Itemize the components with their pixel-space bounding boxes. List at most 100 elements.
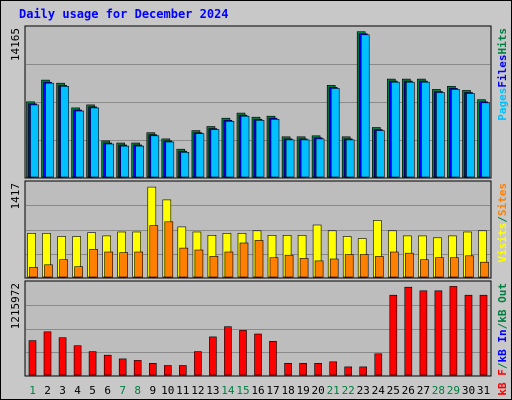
bar-kbytes-f-day-24 (374, 353, 383, 376)
legend-entry: Sites (496, 183, 509, 216)
bar-pages-day-17 (270, 119, 280, 178)
day-label-20: 20 (311, 384, 324, 397)
day-label-8: 8 (134, 384, 141, 397)
bar-sites-day-13 (209, 256, 219, 278)
bar-sites-day-30 (465, 255, 474, 278)
day-label-18: 18 (281, 384, 294, 397)
bar-sites-day-19 (299, 258, 309, 278)
bar-kbytes-f-day-3 (58, 337, 67, 376)
bar-sites-day-16 (254, 240, 264, 278)
bar-sites-day-26 (404, 252, 414, 278)
day-label-5: 5 (89, 384, 96, 397)
bar-pages-day-26 (405, 81, 415, 178)
bar-sites-day-23 (359, 254, 369, 278)
bar-sites-day-9 (149, 225, 159, 278)
bar-kbytes-f-day-22 (344, 366, 353, 376)
bar-kbytes-f-day-14 (224, 326, 232, 376)
bar-pages-day-7 (120, 145, 129, 178)
day-label-29: 29 (447, 384, 460, 397)
y-max-label: 1417 (9, 183, 22, 210)
day-label-15: 15 (236, 384, 249, 397)
day-label-3: 3 (59, 384, 66, 397)
bar-pages-day-2 (45, 82, 54, 178)
day-label-19: 19 (296, 384, 309, 397)
bar-pages-day-14 (225, 121, 235, 178)
bar-pages-day-28 (436, 92, 445, 178)
legend-entry: Hits (496, 28, 509, 55)
legend-entry: / (496, 362, 509, 369)
bar-pages-day-27 (421, 81, 430, 178)
y-max-label: 14165 (9, 28, 22, 61)
bar-pages-day-12 (195, 133, 205, 178)
legend-entry: Pages (496, 88, 509, 121)
day-label-24: 24 (372, 384, 386, 397)
bar-pages-day-18 (285, 139, 295, 178)
bar-kbytes-f-day-6 (103, 354, 112, 376)
bar-kbytes-f-day-8 (133, 360, 142, 376)
day-label-28: 28 (432, 384, 445, 397)
y-max-label: 1215972 (9, 283, 22, 329)
bar-kbytes-f-day-4 (73, 345, 82, 376)
bar-sites-day-24 (374, 256, 384, 278)
legend-kbytes: kB F/kB In/kB Out (496, 283, 509, 396)
bar-sites-day-27 (420, 259, 429, 278)
bar-pages-day-13 (210, 129, 220, 178)
bar-kbytes-f-day-19 (299, 362, 307, 376)
bar-pages-day-8 (135, 145, 144, 178)
bar-sites-day-25 (389, 251, 399, 278)
bar-sites-day-3 (59, 259, 68, 278)
legend-entry: Files (496, 55, 509, 88)
day-label-30: 30 (462, 384, 475, 397)
day-label-11: 11 (176, 384, 189, 397)
bar-kbytes-f-day-13 (209, 336, 217, 376)
day-label-12: 12 (191, 384, 204, 397)
bar-pages-day-29 (451, 89, 460, 178)
bar-sites-day-29 (450, 257, 459, 278)
bar-kbytes-f-day-16 (254, 333, 262, 376)
bar-pages-day-22 (345, 139, 355, 178)
bar-sites-day-21 (329, 258, 339, 278)
bar-kbytes-f-day-7 (118, 358, 127, 376)
bar-pages-day-1 (30, 104, 39, 178)
legend-hits-files-pages: PagesFilesHits (496, 28, 509, 121)
bar-sites-day-5 (89, 249, 98, 278)
day-label-14: 14 (221, 384, 235, 397)
bar-pages-day-4 (75, 110, 84, 178)
legend-entry: kB In (496, 329, 509, 362)
bar-pages-day-30 (466, 93, 475, 178)
bar-sites-day-15 (239, 242, 249, 278)
bar-pages-day-6 (105, 143, 114, 178)
day-label-4: 4 (74, 384, 81, 397)
bar-kbytes-f-day-11 (179, 365, 187, 376)
day-label-2: 2 (44, 384, 51, 397)
bar-kbytes-f-day-12 (194, 351, 202, 376)
bar-kbytes-f-day-2 (43, 331, 52, 376)
bar-sites-day-22 (344, 254, 354, 278)
bar-pages-day-3 (60, 86, 69, 178)
day-label-7: 7 (119, 384, 126, 397)
day-label-27: 27 (417, 384, 430, 397)
bar-kbytes-f-day-27 (419, 290, 428, 376)
bar-kbytes-f-day-26 (404, 286, 413, 376)
bar-pages-day-5 (90, 107, 99, 178)
bar-sites-day-2 (44, 264, 53, 278)
bar-kbytes-f-day-29 (449, 286, 458, 376)
bar-sites-day-28 (435, 257, 444, 278)
bar-sites-day-4 (74, 266, 83, 278)
bar-pages-day-11 (180, 152, 190, 178)
bar-sites-day-18 (284, 254, 294, 278)
day-label-16: 16 (251, 384, 264, 397)
bar-kbytes-f-day-1 (28, 340, 37, 376)
legend-visits-sites: Visits/Sites (496, 183, 509, 263)
bar-sites-day-31 (480, 261, 489, 278)
bar-pages-day-10 (165, 141, 175, 178)
legend-entry: Visits (496, 223, 509, 263)
bar-pages-day-31 (481, 102, 490, 178)
bar-pages-day-19 (300, 139, 310, 178)
bar-pages-day-23 (360, 34, 370, 178)
chart-title: Daily usage for December 2024 (19, 7, 229, 21)
day-label-10: 10 (161, 384, 174, 397)
bar-sites-day-8 (134, 251, 143, 278)
